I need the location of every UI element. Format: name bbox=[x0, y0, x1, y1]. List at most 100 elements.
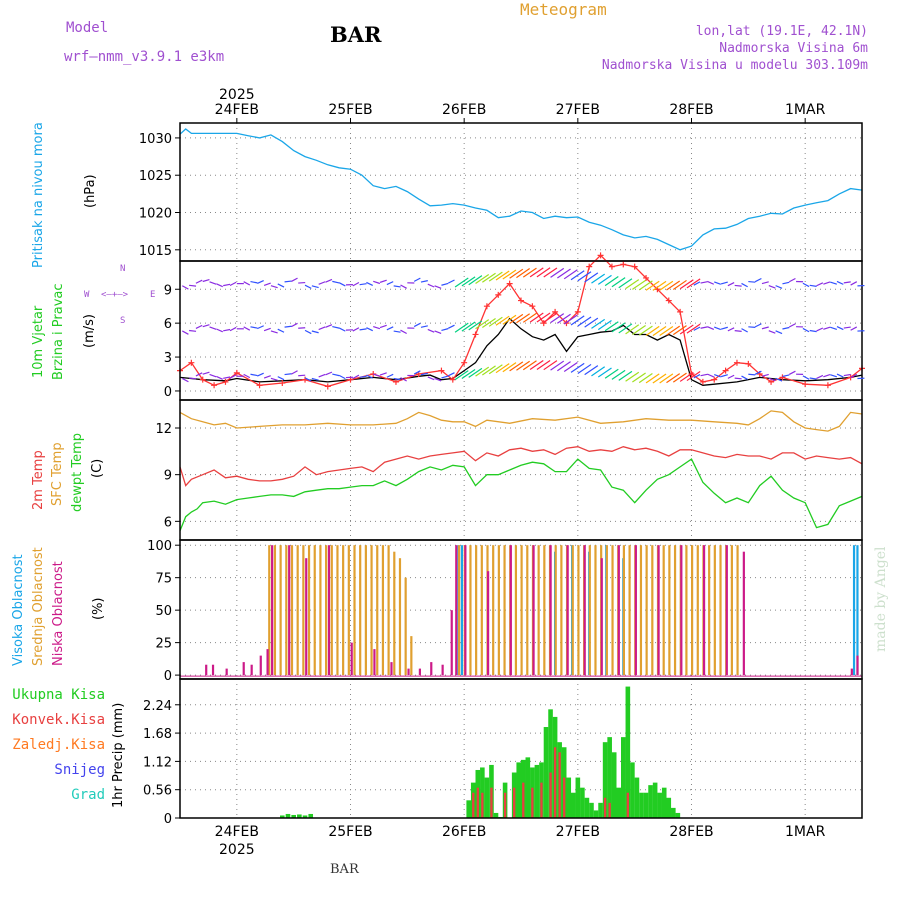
cloud-bar bbox=[370, 545, 373, 676]
wind-arrow bbox=[672, 325, 687, 336]
precip-bar bbox=[549, 772, 552, 818]
wind-arrow bbox=[720, 281, 728, 285]
wind-arrow bbox=[318, 326, 326, 331]
year-label-top: 2025 bbox=[219, 87, 255, 103]
cloud-bar bbox=[307, 545, 311, 676]
wind-arrow bbox=[557, 313, 571, 324]
wind-arrow bbox=[502, 314, 517, 325]
wind-arrow bbox=[379, 324, 387, 329]
wind-arrow bbox=[584, 272, 599, 283]
wind-arrow bbox=[386, 326, 394, 331]
wind-arrow bbox=[611, 322, 626, 333]
cloud-bar bbox=[288, 545, 291, 676]
wind-arrow bbox=[768, 377, 776, 382]
wind-arrow bbox=[461, 369, 476, 380]
cloud-bar bbox=[302, 545, 305, 676]
wind-arrow bbox=[434, 330, 442, 335]
cloud-bar bbox=[713, 545, 716, 676]
wind-arrow bbox=[447, 324, 455, 329]
wind-arrow bbox=[304, 284, 312, 289]
gust-marker bbox=[824, 382, 831, 389]
wind-arrow bbox=[782, 374, 790, 378]
wind-arrow bbox=[400, 377, 407, 382]
wind-arrow bbox=[400, 329, 407, 335]
wind-arrow bbox=[202, 278, 210, 283]
wind-arrow bbox=[836, 280, 844, 285]
wind-arrow bbox=[216, 283, 224, 288]
pressure-frame bbox=[179, 122, 863, 262]
wind-arrow bbox=[707, 280, 715, 285]
wind-arrow bbox=[373, 373, 381, 377]
wind-arrow bbox=[727, 327, 735, 332]
ytick-label-wind: 6 bbox=[164, 317, 172, 332]
ytick-label-pressure: 1025 bbox=[139, 169, 172, 184]
wind-arrow bbox=[277, 328, 285, 333]
wind-arrow bbox=[209, 373, 217, 378]
precip-bar bbox=[584, 797, 590, 818]
cloud-bar bbox=[702, 545, 706, 676]
wind-arrow bbox=[632, 325, 646, 336]
wind-arrow bbox=[829, 374, 838, 378]
wind-arrow bbox=[209, 281, 217, 285]
cloud-bar bbox=[350, 642, 353, 676]
wind-arrow bbox=[577, 363, 592, 374]
cloud-bar bbox=[455, 545, 458, 676]
wind-arrow bbox=[816, 282, 824, 287]
cloud-bar bbox=[600, 558, 603, 676]
ytick-label-precip: 0 bbox=[164, 812, 172, 827]
gust-marker bbox=[711, 376, 718, 383]
wind-arrow bbox=[454, 322, 469, 333]
series-line-2m-temp bbox=[179, 446, 863, 487]
cloud-bar bbox=[305, 558, 308, 676]
precip-bar bbox=[652, 782, 658, 818]
wind-arrow bbox=[707, 326, 715, 331]
wind-arrow bbox=[618, 278, 633, 289]
cloud-bar bbox=[583, 545, 586, 676]
gust-marker bbox=[302, 376, 309, 383]
legend-hail: Grad bbox=[71, 787, 105, 803]
wind-arrow bbox=[202, 324, 210, 328]
gust-marker bbox=[279, 380, 286, 387]
cloud-bar bbox=[464, 545, 467, 676]
wind-arrow bbox=[250, 373, 258, 377]
cloud-bar bbox=[696, 545, 699, 676]
wind-arrow bbox=[277, 376, 285, 381]
precip-bar bbox=[516, 762, 522, 818]
wind-arrow bbox=[318, 281, 326, 285]
wind-arrow bbox=[509, 361, 524, 372]
wind-arrow bbox=[475, 319, 490, 330]
wind-arrow bbox=[386, 373, 394, 378]
cloud-bar bbox=[497, 545, 500, 676]
wind-arrow bbox=[563, 314, 578, 325]
wind-arrow bbox=[298, 281, 306, 284]
wind-arrow bbox=[707, 373, 715, 378]
wind-arrow bbox=[666, 325, 681, 336]
cloud-bar bbox=[691, 545, 694, 676]
wind-arrow bbox=[229, 281, 237, 287]
cloud-bar bbox=[566, 545, 569, 676]
cloud-bar bbox=[662, 545, 665, 676]
wind-arrow bbox=[802, 327, 810, 333]
wind-arrow bbox=[434, 285, 442, 289]
gust-marker bbox=[324, 383, 331, 390]
precip-bar bbox=[671, 807, 676, 818]
elevation-label: Nadmorska Visina 6m bbox=[719, 41, 868, 56]
precip-bar bbox=[566, 777, 572, 818]
wind-arrow bbox=[625, 279, 640, 290]
wind-arrow bbox=[189, 284, 197, 287]
cloud-bar bbox=[353, 545, 356, 676]
cloud-bar bbox=[266, 649, 269, 676]
wind-arrow bbox=[195, 372, 203, 377]
cloud-bar bbox=[285, 545, 288, 676]
wind-arrow bbox=[536, 267, 551, 278]
gust-marker bbox=[722, 367, 729, 374]
wind-arrow bbox=[570, 270, 585, 281]
wind-arrow bbox=[584, 365, 599, 376]
precip-bar bbox=[472, 792, 475, 818]
cloud-bar bbox=[673, 545, 677, 676]
wind-arrow bbox=[461, 321, 476, 332]
gust-marker bbox=[518, 297, 524, 304]
wind-arrow bbox=[611, 369, 626, 380]
precip-bar bbox=[602, 742, 608, 818]
precip-bar bbox=[607, 737, 612, 818]
